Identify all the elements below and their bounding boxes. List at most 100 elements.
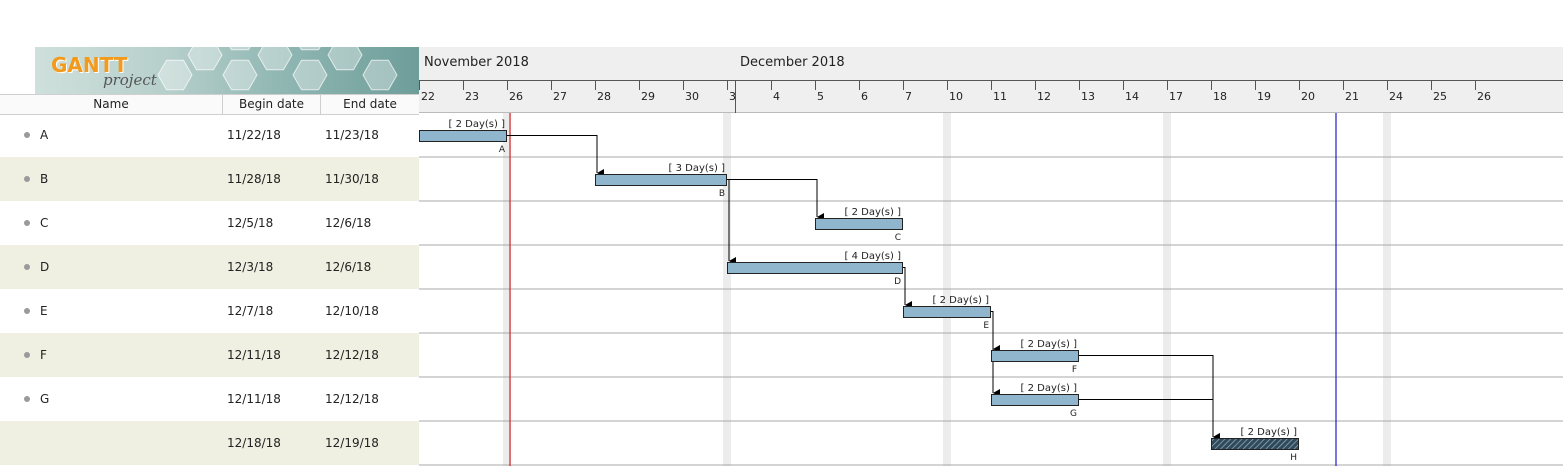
day-tick — [727, 81, 728, 90]
begin-date-cell[interactable]: 12/11/18 — [227, 348, 281, 362]
duration-label: [ 2 Day(s) ] — [1021, 383, 1078, 394]
hexagon-shape — [292, 59, 328, 91]
task-row[interactable]: 12/18/18 12/19/18 — [0, 421, 419, 465]
column-header-end-date[interactable]: End date — [343, 97, 397, 111]
day-label: 13 — [1081, 90, 1095, 103]
dependency-arrow — [727, 179, 824, 221]
task-name-cell[interactable]: B — [40, 172, 49, 186]
task-row[interactable]: G 12/11/18 12/12/18 — [0, 377, 419, 421]
end-date-cell[interactable]: 12/12/18 — [325, 348, 379, 362]
task-bar — [815, 218, 903, 230]
task-name-cell[interactable]: A — [40, 128, 49, 142]
begin-date-cell[interactable]: 12/11/18 — [227, 392, 281, 406]
task-name-cell[interactable]: C — [40, 216, 49, 230]
day-tick — [551, 81, 552, 90]
gantt-chart-area[interactable]: [ 2 Day(s) ] A [ 3 Day(s) ] B [ 2 Day(s) ] C [… — [419, 113, 1563, 466]
begin-date-cell[interactable]: 11/22/18 — [227, 128, 281, 142]
end-date-cell[interactable]: 12/6/18 — [325, 260, 372, 274]
task-bullet-icon — [24, 220, 30, 226]
end-date-cell[interactable]: 11/23/18 — [325, 128, 379, 142]
hexagon-shape — [362, 59, 398, 91]
day-tick — [419, 81, 420, 90]
dependency-arrow — [1079, 399, 1220, 441]
month-label-december: December 2018 — [740, 55, 845, 70]
day-label: 23 — [465, 90, 479, 103]
day-tick — [903, 81, 904, 90]
day-tick — [815, 81, 816, 90]
day-tick — [507, 81, 508, 90]
begin-date-cell[interactable]: 12/7/18 — [227, 304, 274, 318]
logo-wordmark: GANTT — [51, 53, 128, 77]
task-name-cell[interactable]: D — [40, 260, 50, 274]
task-bar-label: B — [719, 189, 725, 199]
hexagon-shape — [157, 59, 193, 91]
duration-label: [ 2 Day(s) ] — [845, 207, 902, 218]
end-date-cell[interactable]: 12/6/18 — [325, 216, 372, 230]
day-label: 3 — [729, 90, 736, 103]
day-tick — [595, 81, 596, 90]
task-row[interactable]: B 11/28/18 11/30/18 — [0, 157, 419, 201]
day-label: 26 — [1477, 90, 1491, 103]
day-tick — [1211, 81, 1212, 90]
task-bullet-icon — [24, 396, 30, 402]
day-tick — [1167, 81, 1168, 90]
task-bar-label: A — [499, 145, 506, 155]
duration-label: [ 2 Day(s) ] — [1241, 427, 1298, 438]
month-label-november: November 2018 — [424, 55, 529, 70]
day-label: 19 — [1257, 90, 1271, 103]
hexagon-shape — [327, 47, 363, 71]
day-label: 21 — [1345, 90, 1359, 103]
day-tick — [463, 81, 464, 90]
task-bar — [903, 306, 991, 318]
begin-date-cell[interactable]: 12/18/18 — [227, 436, 281, 450]
task-bar — [991, 394, 1079, 406]
task-row[interactable]: F 12/11/18 12/12/18 — [0, 333, 419, 377]
column-header-begin-date[interactable]: Begin date — [223, 95, 321, 114]
day-tick — [991, 81, 992, 90]
timeline-header-bottom-border — [419, 112, 1563, 113]
day-tick — [1299, 81, 1300, 90]
day-label: 26 — [509, 90, 523, 103]
day-tick — [1255, 81, 1256, 90]
task-bar — [991, 350, 1079, 362]
day-tick — [1343, 81, 1344, 90]
begin-date-cell[interactable]: 12/5/18 — [227, 216, 274, 230]
task-name-cell[interactable]: E — [40, 304, 48, 318]
task-bar-label: C — [895, 233, 901, 243]
hexagon-shape — [229, 47, 251, 51]
day-tick — [683, 81, 684, 90]
day-label: 7 — [905, 90, 912, 103]
task-bullet-icon — [24, 308, 30, 314]
timeline-header-divider — [419, 80, 1563, 81]
task-bullet-icon — [24, 264, 30, 270]
task-row[interactable]: A 11/22/18 11/23/18 — [0, 113, 419, 157]
task-row[interactable]: D 12/3/18 12/6/18 — [0, 245, 419, 289]
day-tick — [1079, 81, 1080, 90]
end-date-cell[interactable]: 12/10/18 — [325, 304, 379, 318]
day-label: 25 — [1433, 90, 1447, 103]
task-bar — [727, 262, 903, 274]
gantt-project-logo: GANTT project — [35, 47, 419, 94]
day-tick — [859, 81, 860, 90]
day-tick — [771, 81, 772, 90]
column-header-name[interactable]: Name — [0, 95, 223, 114]
task-name-cell[interactable]: G — [40, 392, 50, 406]
end-date-cell[interactable]: 11/30/18 — [325, 172, 379, 186]
end-date-cell[interactable]: 12/19/18 — [325, 436, 379, 450]
day-label: 24 — [1389, 90, 1403, 103]
duration-label: [ 2 Day(s) ] — [933, 295, 990, 306]
task-bullet-icon — [24, 352, 30, 358]
task-bar — [595, 174, 727, 186]
day-tick — [1123, 81, 1124, 90]
begin-date-cell[interactable]: 12/3/18 — [227, 260, 274, 274]
task-bar-label: F — [1072, 365, 1077, 375]
task-row[interactable]: C 12/5/18 12/6/18 — [0, 201, 419, 245]
task-name-cell[interactable]: F — [40, 348, 47, 362]
task-row[interactable]: E 12/7/18 12/10/18 — [0, 289, 419, 333]
day-label: 5 — [817, 90, 824, 103]
begin-date-cell[interactable]: 11/28/18 — [227, 172, 281, 186]
task-bar-label: D — [894, 277, 901, 287]
day-label: 18 — [1213, 90, 1227, 103]
dependency-arrow — [507, 135, 604, 177]
end-date-cell[interactable]: 12/12/18 — [325, 392, 379, 406]
